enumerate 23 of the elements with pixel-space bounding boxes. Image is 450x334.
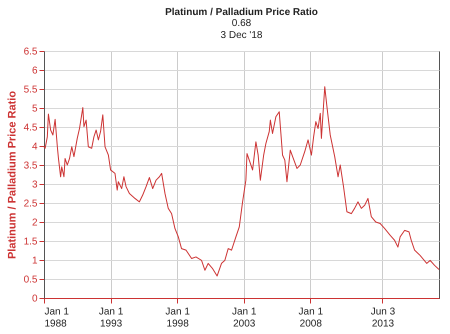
- y-tick-label: 3.5: [24, 160, 38, 172]
- y-tick-label: 4.5: [24, 122, 38, 134]
- y-tick-label: 0: [32, 294, 38, 304]
- x-tick-label: Jan 1 2003: [232, 306, 257, 330]
- y-tick-label: 1.5: [24, 236, 38, 248]
- x-tick-label: Jun 3 2013: [370, 306, 396, 330]
- y-tick-label: 3: [32, 180, 38, 190]
- y-tick-label: 6.5: [24, 46, 38, 58]
- x-tick-label: Jan 1 1993: [98, 306, 124, 330]
- x-tick-label: Jan 1 2008: [298, 306, 324, 330]
- y-tick-label: 2.5: [24, 198, 38, 210]
- x-tick-label: Jan 1 1998: [165, 306, 190, 330]
- y-tick-label: 5.5: [24, 84, 38, 96]
- y-axis-title: Platinum / Palladium Price Ratio: [6, 90, 19, 260]
- y-tick-label: 1: [32, 256, 38, 266]
- y-tick-label: 5: [32, 104, 38, 114]
- y-tick-label: 0.5: [24, 274, 38, 286]
- chart-title: Platinum / Palladium Price Ratio: [165, 7, 318, 18]
- y-tick-label: 6: [32, 66, 38, 76]
- x-tick-label: Jan 1 1988: [44, 306, 70, 330]
- chart-subtitle: 0.68 3 Dec '18: [220, 18, 263, 41]
- y-tick-label: 4: [32, 142, 38, 152]
- y-tick-label: 2: [32, 218, 38, 228]
